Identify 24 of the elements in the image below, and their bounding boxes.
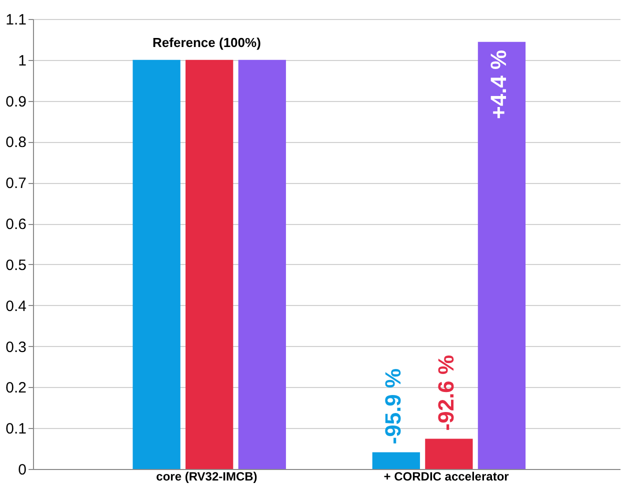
y-tick-label: 0.5	[6, 256, 26, 274]
bar	[186, 60, 234, 469]
y-tick-label: 0.7	[6, 175, 26, 192]
y-tick-label: 0.9	[6, 93, 26, 110]
annotation: +4.4 %	[486, 50, 512, 120]
y-tick-label: 0.4	[6, 298, 26, 315]
y-tick-label: 0.8	[6, 134, 26, 152]
y-tick-label: 0.3	[6, 338, 26, 356]
bar	[372, 452, 420, 469]
annotation: -92.6 %	[433, 354, 458, 431]
y-tick-label: 0.1	[6, 420, 26, 438]
bar	[238, 60, 286, 469]
bar	[425, 438, 473, 469]
y-tick-label: 0.6	[6, 216, 26, 234]
annotation: -95.9 %	[380, 368, 406, 444]
bar	[478, 42, 526, 469]
y-tick-label: 0.2	[6, 380, 26, 397]
y-tick-label: 1	[18, 52, 26, 70]
x-tick-label: + CORDIC accelerator	[384, 470, 510, 484]
y-tick-label: 1.1	[6, 12, 26, 28]
bar	[132, 60, 180, 469]
y-tick-label: 0	[18, 462, 26, 478]
annotation: Reference (100%)	[152, 34, 261, 50]
x-tick-label: core (RV32-IMCB)	[156, 470, 258, 484]
